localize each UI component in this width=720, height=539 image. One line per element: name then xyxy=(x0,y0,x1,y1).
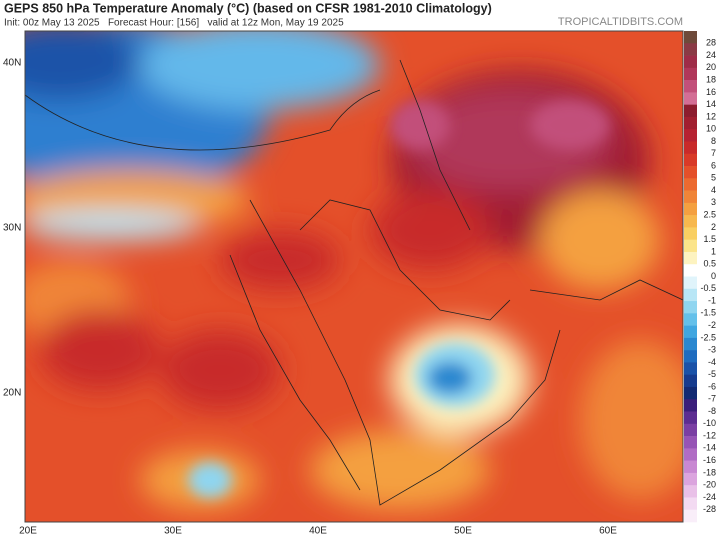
colorbar-label: -28 xyxy=(703,504,716,514)
colorbar-label: -6 xyxy=(708,381,716,391)
colorbar-label: 5 xyxy=(711,173,716,183)
colorbar-swatch xyxy=(684,448,697,461)
colorbar-label: -14 xyxy=(703,443,716,453)
colorbar-label: 4 xyxy=(711,185,716,195)
colorbar-label: -1.5 xyxy=(700,308,716,318)
colorbar-label: -0.5 xyxy=(700,283,716,293)
colorbar-swatch xyxy=(684,423,697,437)
colorbar-label: 16 xyxy=(706,87,716,97)
colorbar-label: -24 xyxy=(703,492,716,502)
colorbar-swatch xyxy=(684,374,697,388)
colorbar-label: 8 xyxy=(711,136,716,146)
colorbar-swatch xyxy=(684,251,697,265)
colorbar-label: -7 xyxy=(708,394,716,404)
colorbar-swatch xyxy=(684,497,697,511)
colorbar-swatch xyxy=(684,264,697,277)
lon-label: 60E xyxy=(599,526,617,537)
lon-label: 30E xyxy=(164,526,182,537)
colorbar-swatch xyxy=(684,92,697,105)
colorbar-label: 6 xyxy=(711,160,716,170)
colorbar-label: 24 xyxy=(706,50,716,60)
colorbar-label: -18 xyxy=(703,467,716,477)
colorbar-swatch xyxy=(684,80,697,93)
lon-label: 50E xyxy=(454,526,472,537)
colorbar-swatch xyxy=(684,301,697,314)
colorbar-swatch xyxy=(684,31,697,44)
colorbar-swatch xyxy=(684,104,697,118)
colorbar-swatch xyxy=(684,116,697,130)
credit: TROPICALTIDBITS.COM xyxy=(558,16,683,28)
colorbar-swatch xyxy=(684,153,697,167)
colorbar-label: -4 xyxy=(708,357,716,367)
lat-label: 20N xyxy=(3,388,21,399)
colorbar-swatch xyxy=(684,325,697,339)
colorbar-label: 2 xyxy=(711,222,716,232)
colorbar-swatch xyxy=(684,313,697,326)
lat-label: 30N xyxy=(3,223,21,234)
colorbar-swatch xyxy=(684,67,697,81)
map-frame xyxy=(24,30,684,523)
colorbar-label: 2.5 xyxy=(703,210,716,220)
colorbar-label: -20 xyxy=(703,480,716,490)
colorbar-swatch xyxy=(684,362,697,375)
colorbar-label: -2 xyxy=(708,320,716,330)
lat-label: 40N xyxy=(3,58,21,69)
colorbar-label: 10 xyxy=(706,124,716,134)
lon-label: 40E xyxy=(309,526,327,537)
colorbar-swatch xyxy=(684,386,697,400)
colorbar-swatch xyxy=(684,178,697,191)
colorbar-label: 20 xyxy=(706,62,716,72)
colorbar-swatch xyxy=(684,190,697,204)
colorbar-label: 1.5 xyxy=(703,234,716,244)
colorbar-label: 18 xyxy=(706,74,716,84)
colorbar-swatch xyxy=(684,141,697,155)
colorbar-label: 7 xyxy=(711,148,716,158)
colorbar-label: -8 xyxy=(708,406,716,416)
colorbar-swatch xyxy=(684,399,697,412)
colorbar-swatch xyxy=(684,288,697,302)
colorbar-label: 3 xyxy=(711,197,716,207)
lon-label: 20E xyxy=(19,526,37,537)
colorbar-label: -3 xyxy=(708,345,716,355)
map-field xyxy=(25,31,683,522)
colorbar-swatch xyxy=(684,43,697,56)
colorbar-label: -16 xyxy=(703,455,716,465)
colorbar-swatch xyxy=(684,350,697,363)
colorbar-label: -10 xyxy=(703,418,716,428)
colorbar-swatch xyxy=(684,129,697,142)
colorbar-label: -5 xyxy=(708,369,716,379)
colorbar-label: 0.5 xyxy=(703,259,716,269)
colorbar-swatch xyxy=(684,472,697,486)
colorbar-swatch xyxy=(684,411,697,425)
colorbar-swatch xyxy=(684,202,697,216)
colorbar-swatch xyxy=(684,215,697,228)
colorbar-label: -12 xyxy=(703,430,716,440)
colorbar-label: 12 xyxy=(706,111,716,121)
colorbar-label: 1 xyxy=(711,246,716,256)
colorbar-swatch xyxy=(684,509,697,523)
colorbar-swatch xyxy=(684,227,697,240)
colorbar-label: 14 xyxy=(706,99,716,109)
title: GEPS 850 hPa Temperature Anomaly (°C) (b… xyxy=(4,1,492,15)
colorbar-swatch xyxy=(684,337,697,351)
colorbar-swatch xyxy=(684,55,697,69)
colorbar-label: 0 xyxy=(711,271,716,281)
colorbar-swatch xyxy=(684,166,697,179)
colorbar-swatch xyxy=(684,239,697,253)
colorbar-swatch xyxy=(684,276,697,290)
colorbar-label: -1 xyxy=(708,295,716,305)
init-info: Init: 00z May 13 2025 Forecast Hour: [15… xyxy=(4,18,344,29)
colorbar-label: -2.5 xyxy=(700,332,716,342)
colorbar-label: 28 xyxy=(706,38,716,48)
colorbar-swatch xyxy=(684,485,697,498)
colorbar-swatch xyxy=(684,460,697,474)
colorbar-swatch xyxy=(684,436,697,449)
